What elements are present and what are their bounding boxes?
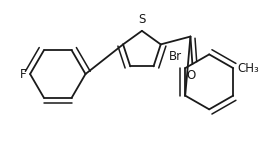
- Text: S: S: [138, 13, 146, 26]
- Text: Br: Br: [169, 50, 182, 63]
- Text: O: O: [187, 69, 196, 82]
- Text: CH₃: CH₃: [237, 62, 259, 75]
- Text: F: F: [19, 68, 26, 81]
